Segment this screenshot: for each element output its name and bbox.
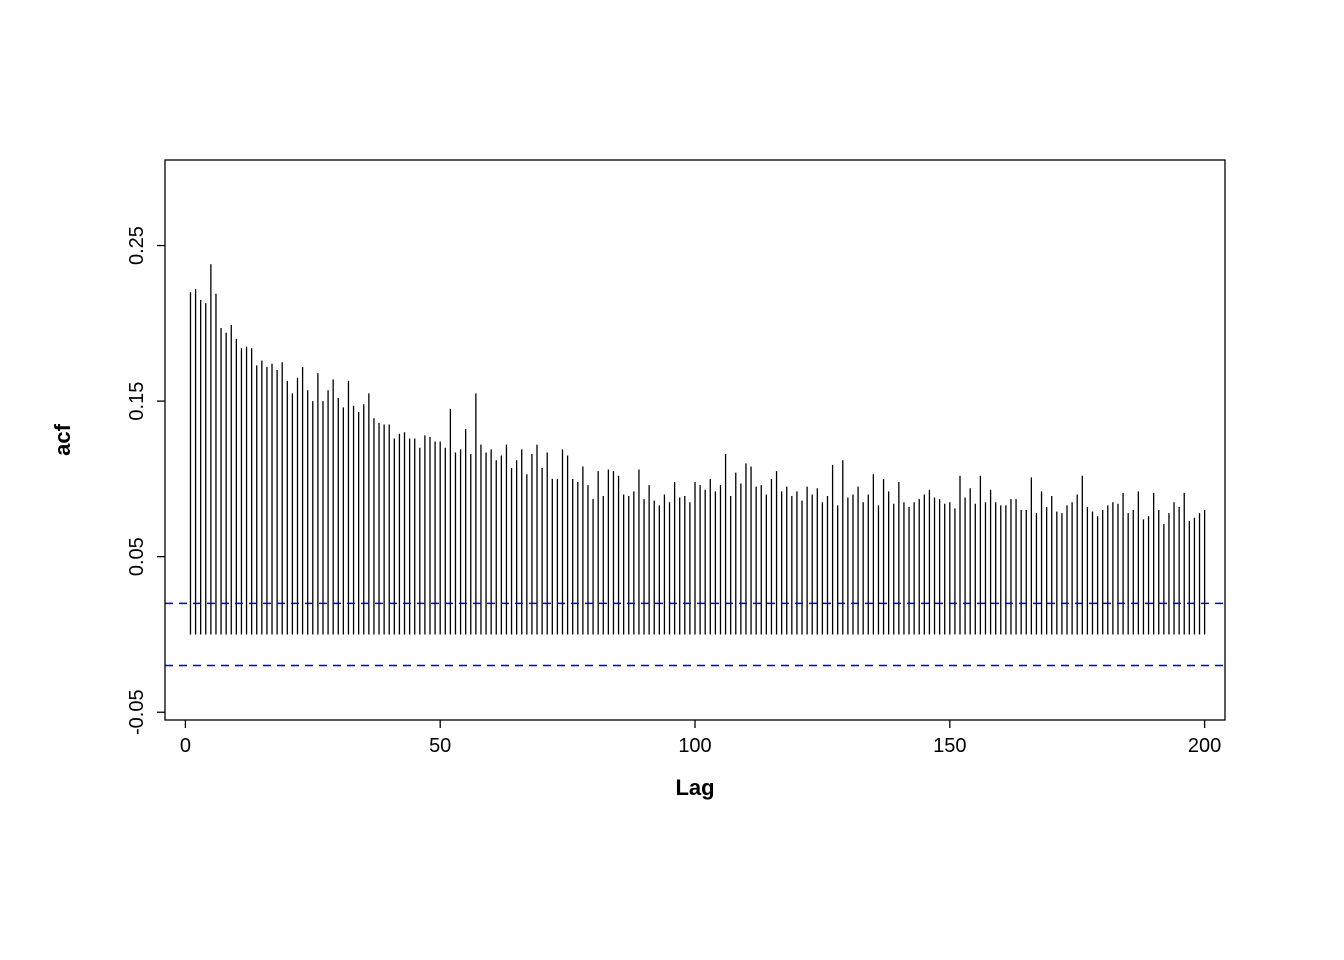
y-tick-label: 0.05 (126, 537, 148, 576)
x-tick-label: 50 (429, 735, 451, 757)
chart-svg: 0 50 100 150 200 -0.05 0.05 0.15 0.25 Lag acf (0, 0, 1344, 960)
y-axis-label: acf (50, 423, 75, 455)
acf-chart: 0 50 100 150 200 -0.05 0.05 0.15 0.25 Lag acf (0, 0, 1344, 960)
x-tick-label: 100 (678, 735, 711, 757)
x-tick-label: 200 (1188, 735, 1221, 757)
plot-box (165, 160, 1225, 720)
y-tick-label: 0.15 (126, 382, 148, 421)
x-tick-label: 150 (933, 735, 966, 757)
y-tick-label: -0.05 (126, 689, 148, 735)
x-axis-label: Lag (675, 775, 714, 800)
y-tick-label: 0.25 (126, 226, 148, 265)
x-tick-label: 0 (180, 735, 191, 757)
